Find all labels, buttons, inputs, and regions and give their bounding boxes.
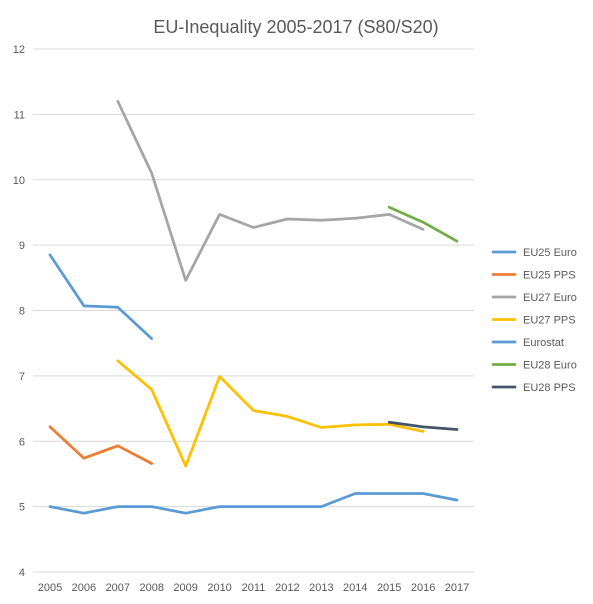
x-tick-label: 2006 xyxy=(72,582,96,594)
legend-item-eu25-pps: EU25 PPS xyxy=(491,270,576,282)
legend-label: EU28 PPS xyxy=(523,382,576,394)
x-tick-label: 2007 xyxy=(106,582,130,594)
x-tick-label: 2017 xyxy=(445,582,469,594)
legend-label: EU27 PPS xyxy=(523,315,576,327)
series-line-eurostat xyxy=(48,492,459,515)
series-line-eu27-pps xyxy=(116,359,425,468)
legend-item-eu25-euro: EU25 Euro xyxy=(491,247,577,259)
series-lines xyxy=(48,99,459,515)
x-tick-label: 2009 xyxy=(173,582,197,594)
x-tick-label: 2008 xyxy=(139,582,163,594)
y-tick-label: 5 xyxy=(19,502,25,514)
legend: EU25 Euro EU25 PPS EU27 Euro EU27 PPS Eurost… xyxy=(491,247,577,394)
y-tick-label: 9 xyxy=(19,240,25,252)
x-axis-tick-labels: 2005 2006 2007 2008 2009 2010 2011 2012 2013 2014… xyxy=(38,582,470,594)
y-tick-label: 12 xyxy=(13,44,25,56)
x-tick-label: 2013 xyxy=(309,582,333,594)
chart-title: EU-Inequality 2005-2017 (S80/S20) xyxy=(153,17,438,37)
legend-item-eu28-euro: EU28 Euro xyxy=(491,360,577,372)
x-tick-label: 2016 xyxy=(411,582,435,594)
y-tick-label: 8 xyxy=(19,306,25,318)
y-tick-label: 10 xyxy=(13,175,25,187)
legend-label: EU25 Euro xyxy=(523,247,577,259)
series-line-eu25-pps xyxy=(48,425,154,465)
x-tick-label: 2010 xyxy=(207,582,231,594)
legend-item-eu28-pps: EU28 PPS xyxy=(491,382,576,394)
y-tick-label: 4 xyxy=(19,567,25,579)
x-tick-label: 2012 xyxy=(275,582,299,594)
gridlines xyxy=(33,48,474,573)
y-tick-label: 11 xyxy=(14,109,25,121)
y-tick-label: 6 xyxy=(19,436,25,448)
x-tick-label: 2005 xyxy=(38,582,62,594)
legend-label: EU27 Euro xyxy=(523,292,577,304)
legend-label: Eurostat xyxy=(523,337,564,349)
series-line-eu28-pps xyxy=(387,420,459,431)
legend-item-eu27-pps: EU27 PPS xyxy=(491,315,576,327)
legend-label: EU25 PPS xyxy=(523,270,576,282)
x-tick-label: 2014 xyxy=(343,582,367,594)
x-tick-label: 2015 xyxy=(377,582,401,594)
series-line-eu27-euro xyxy=(116,99,425,282)
series-line-eu25-euro xyxy=(48,253,154,340)
series-line-eu28-euro xyxy=(387,205,459,243)
legend-item-eu27-euro: EU27 Euro xyxy=(491,292,577,304)
y-axis-tick-labels: 4 5 6 7 8 9 10 11 12 xyxy=(13,44,25,579)
legend-item-eurostat: Eurostat xyxy=(491,337,564,349)
x-tick-label: 2011 xyxy=(242,582,266,594)
y-tick-label: 7 xyxy=(19,371,25,383)
legend-label: EU28 Euro xyxy=(523,360,577,372)
